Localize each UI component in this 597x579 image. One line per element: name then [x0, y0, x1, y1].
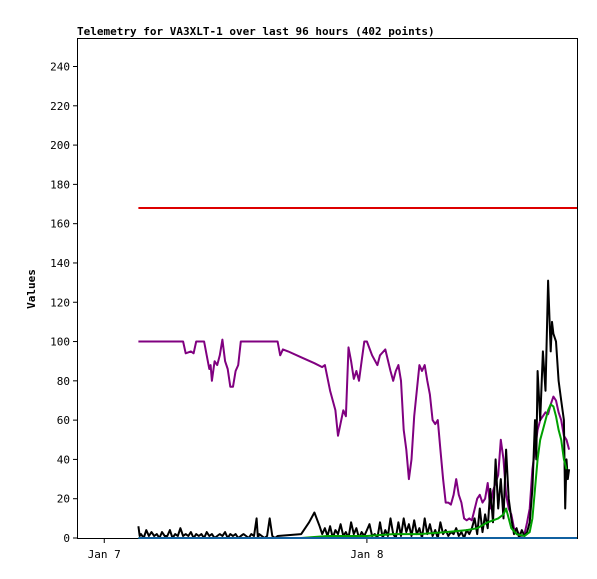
y-tick-label: 100 — [50, 336, 70, 349]
y-tick-label: 160 — [50, 218, 70, 231]
x-tick-label: Jan 8 — [350, 548, 383, 561]
y-tick-label: 220 — [50, 100, 70, 113]
series-layer — [137, 207, 577, 539]
y-tick-label: 240 — [50, 61, 70, 74]
y-tick-label: 80 — [57, 375, 70, 388]
y-tick-label: 180 — [50, 178, 70, 191]
y-tick-label: 20 — [57, 493, 70, 506]
y-tick-label: 0 — [63, 532, 70, 545]
y-tick-label: 120 — [50, 296, 70, 309]
y-tick-label: 140 — [50, 257, 70, 270]
y-axis-label: Values — [25, 269, 38, 309]
chart-title: Telemetry for VA3XLT-1 over last 96 hour… — [77, 25, 435, 38]
series-line-4 — [138, 403, 568, 539]
x-axis: Jan 7 Jan 8 — [88, 538, 383, 561]
y-tick-label: 60 — [57, 414, 70, 427]
y-tick-label: 40 — [57, 453, 70, 466]
y-tick-label: 200 — [50, 139, 70, 152]
plot-frame — [77, 38, 578, 539]
x-tick-label: Jan 7 — [88, 548, 121, 561]
y-axis: 0 20 40 60 80 100 120 140 160 180 200 220 240 — [50, 61, 78, 545]
